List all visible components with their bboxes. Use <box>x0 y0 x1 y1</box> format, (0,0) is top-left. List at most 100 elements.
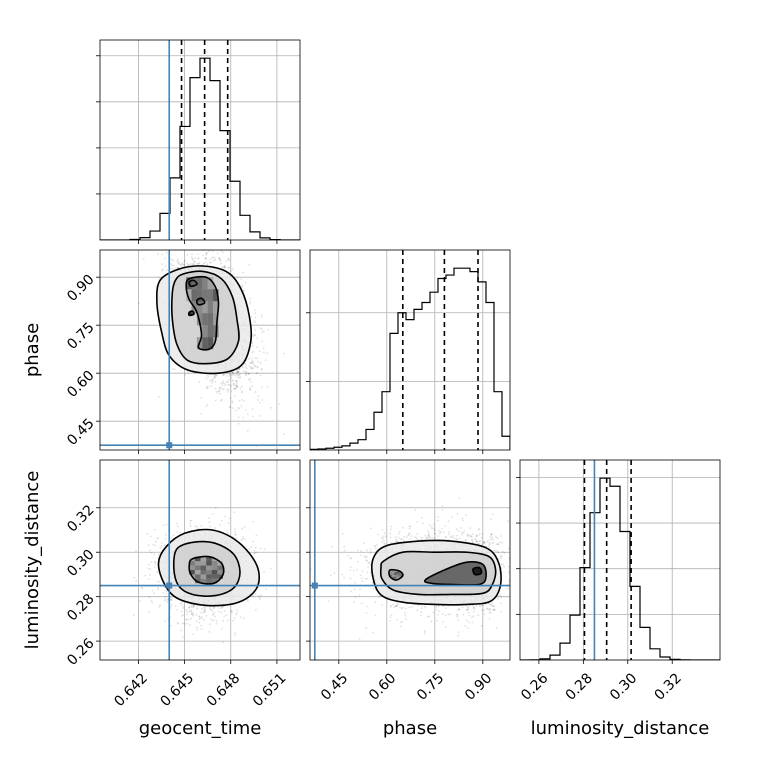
scatter-point <box>250 357 252 360</box>
scatter-point <box>231 372 233 374</box>
scatter-point <box>171 368 174 370</box>
scatter-point <box>159 546 162 549</box>
scatter-point <box>251 360 254 363</box>
scatter-point <box>208 631 211 633</box>
scatter-point <box>193 260 196 263</box>
scatter-point <box>250 315 253 318</box>
scatter-point <box>261 340 263 343</box>
scatter-point <box>252 350 255 353</box>
scatter-point <box>176 260 179 262</box>
scatter-point <box>230 390 233 393</box>
scatter-point <box>249 297 252 300</box>
scatter-point <box>213 611 216 614</box>
scatter-point <box>141 587 144 590</box>
scatter-point <box>242 617 245 620</box>
scatter-point <box>166 600 168 603</box>
scatter-point <box>266 386 269 388</box>
scatter-point <box>181 622 184 625</box>
scatter-point <box>253 549 256 552</box>
scatter-point <box>259 547 262 550</box>
scatter-point <box>229 405 232 408</box>
scatter-point <box>171 259 174 262</box>
scatter-point <box>263 548 266 550</box>
scatter-point <box>207 375 210 378</box>
scatter-point <box>149 568 152 570</box>
scatter-point <box>263 351 265 354</box>
scatter-point <box>174 267 177 269</box>
scatter-point <box>247 372 250 375</box>
scatter-point <box>212 614 214 616</box>
scatter-point <box>223 265 226 267</box>
scatter-point <box>205 252 208 254</box>
scatter-point <box>236 611 238 614</box>
scatter-point <box>188 606 191 609</box>
scatter-point <box>251 341 254 344</box>
scatter-point <box>165 590 168 593</box>
scatter-point <box>209 623 211 626</box>
scatter-point <box>221 519 223 522</box>
scatter-point <box>177 261 179 264</box>
scatter-point <box>160 545 163 547</box>
scatter-point <box>183 622 186 625</box>
scatter-point <box>187 618 190 621</box>
scatter-point <box>212 259 215 262</box>
scatter-point <box>237 371 239 374</box>
contour-line <box>155 265 253 375</box>
scatter-point <box>241 366 244 369</box>
scatter-point <box>237 416 240 419</box>
scatter-point <box>270 406 273 409</box>
scatter-point <box>153 561 156 563</box>
y-tick-label: 0.60 <box>64 368 97 401</box>
scatter-point <box>262 347 265 350</box>
scatter-point <box>227 619 229 622</box>
scatter-point <box>220 400 223 402</box>
scatter-point <box>206 263 209 266</box>
scatter-point <box>235 386 238 389</box>
x-tick-label: 0.30 <box>607 670 640 703</box>
contour-line <box>187 310 195 317</box>
scatter-point <box>195 613 198 616</box>
scatter-point <box>204 258 207 261</box>
scatter-point <box>214 507 217 509</box>
scatter-point <box>150 551 153 554</box>
scatter-point <box>198 262 201 264</box>
scatter-point <box>249 366 252 369</box>
density-cell <box>207 313 214 326</box>
scatter-point <box>181 263 184 266</box>
scatter-point <box>244 409 247 411</box>
scatter-point <box>190 256 193 259</box>
scatter-point <box>197 257 200 259</box>
scatter-point <box>236 371 239 373</box>
scatter-point <box>182 605 185 608</box>
x-tick-label: 0.642 <box>111 670 151 710</box>
scatter-point <box>235 385 238 388</box>
scatter-point <box>190 609 193 612</box>
scatter-point <box>231 372 234 374</box>
scatter-point <box>186 262 189 265</box>
scatter-point <box>211 257 213 259</box>
scatter-point <box>233 382 236 385</box>
scatter-point <box>243 400 246 402</box>
scatter-point <box>222 380 225 383</box>
scatter-point <box>226 530 228 532</box>
scatter-point <box>202 254 205 257</box>
scatter-point <box>133 576 136 579</box>
scatter-point <box>213 375 216 378</box>
scatter-point <box>244 373 247 376</box>
density-cell <box>202 337 208 350</box>
scatter-point <box>208 250 210 252</box>
scatter-point <box>229 270 232 272</box>
x-tick-label: 0.645 <box>158 670 198 710</box>
scatter-point <box>154 560 157 563</box>
scatter-point <box>192 258 194 261</box>
scatter-point <box>233 387 236 390</box>
scatter-point <box>162 524 165 527</box>
scatter-point <box>193 604 195 607</box>
scatter-point <box>252 520 255 523</box>
scatter-point <box>213 375 216 378</box>
scatter-point <box>249 300 252 303</box>
scatter-point <box>197 262 200 265</box>
scatter-point <box>191 253 194 256</box>
scatter-point <box>188 606 191 608</box>
density-cell <box>202 325 208 338</box>
